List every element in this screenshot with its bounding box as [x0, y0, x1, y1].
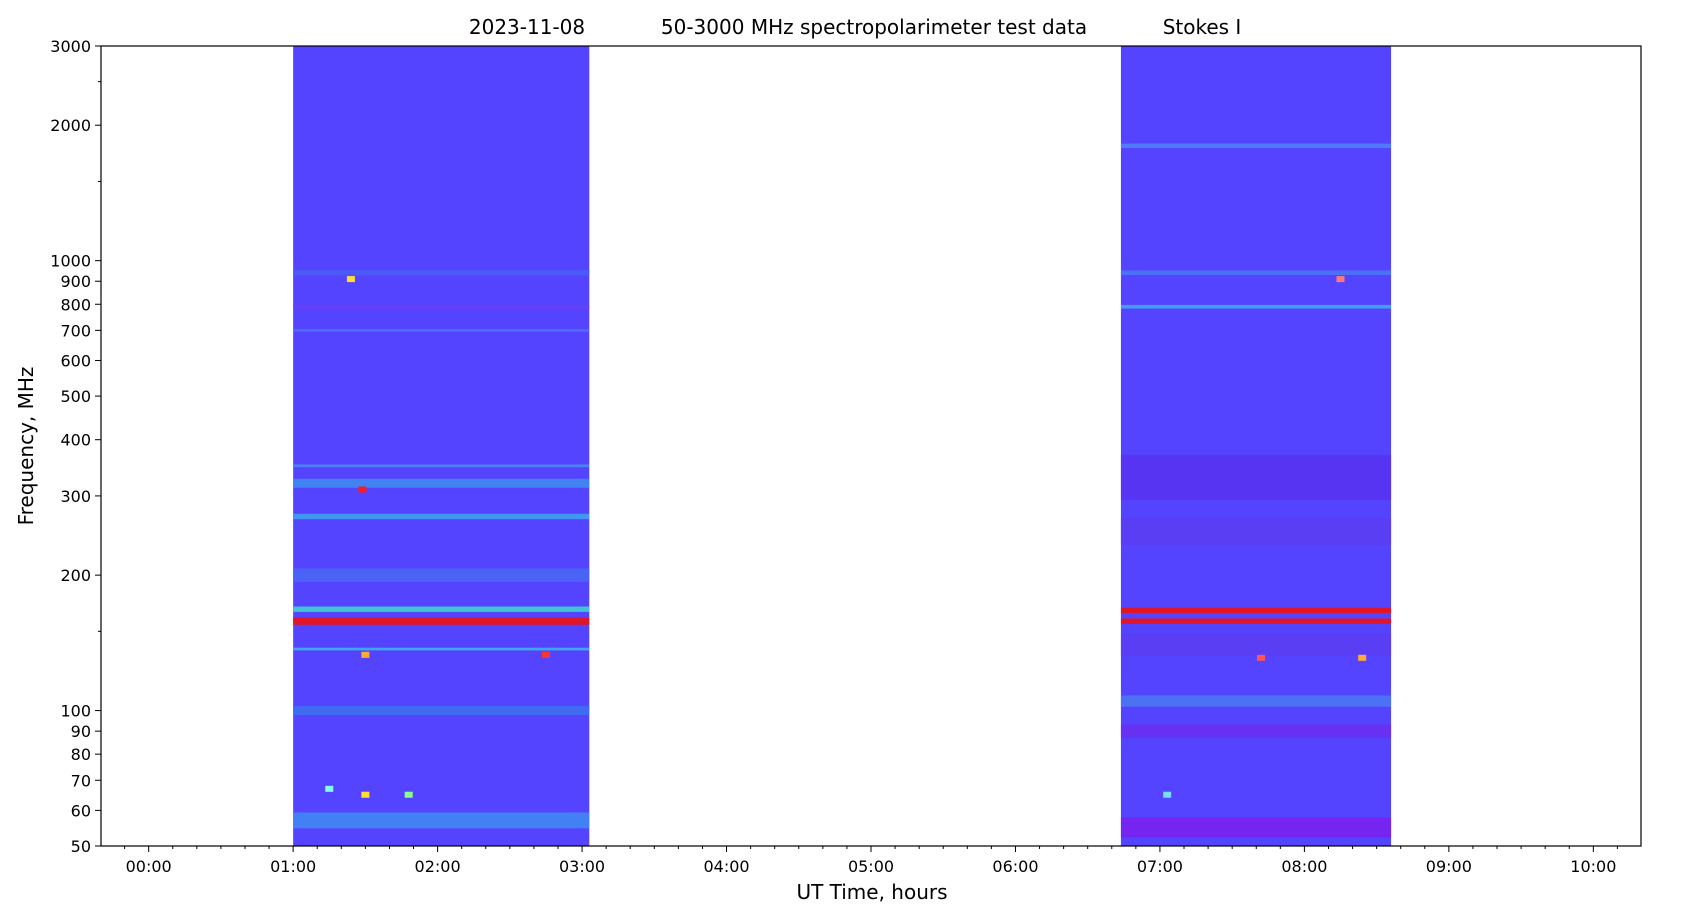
- signal-spot: [346, 276, 355, 283]
- frequency-band: [293, 706, 590, 716]
- signal-spot: [358, 486, 367, 493]
- frequency-band: [293, 270, 590, 276]
- signal-spot: [1358, 654, 1367, 661]
- frequency-band: [1120, 724, 1392, 738]
- frequency-band: [1120, 633, 1392, 657]
- frequency-band: [293, 606, 590, 612]
- y-tick-label: 2000: [50, 116, 91, 135]
- signal-spot: [1257, 654, 1266, 661]
- chart-title: 2023-11-08 50-3000 MHz spectropolarimete…: [469, 15, 1241, 39]
- x-tick-label: 10:00: [1570, 857, 1616, 876]
- x-tick-label: 02:00: [415, 857, 461, 876]
- frequency-band: [293, 304, 590, 309]
- signal-spot: [1163, 791, 1172, 798]
- frequency-band: [1120, 304, 1392, 309]
- y-tick-label: 3000: [50, 37, 91, 56]
- frequency-band: [293, 617, 590, 625]
- frequency-band: [1120, 518, 1392, 546]
- y-tick-label: 900: [60, 272, 91, 291]
- x-tick-label: 03:00: [559, 857, 605, 876]
- x-axis: 00:00 01:00 02:00 03:00 04:00 05:00 06:00 07:00…: [124, 846, 1618, 876]
- y-tick-label: 1000: [50, 252, 91, 271]
- x-tick-label: 07:00: [1137, 857, 1183, 876]
- y-tick-label: 500: [60, 387, 91, 406]
- frequency-band: [1120, 618, 1392, 624]
- frequency-band: [1120, 607, 1392, 614]
- signal-spot: [361, 791, 370, 798]
- y-tick-label: 700: [60, 321, 91, 340]
- x-tick-label: 05:00: [848, 857, 894, 876]
- y-tick-label: 100: [60, 702, 91, 721]
- title-main: 50-3000 MHz spectropolarimeter test data: [661, 15, 1087, 39]
- frequency-band: [293, 478, 590, 488]
- y-axis-label: Frequency, MHz: [14, 367, 38, 526]
- signal-spot: [1336, 276, 1345, 283]
- frequency-band: [1120, 454, 1392, 500]
- frequency-band: [1120, 695, 1392, 707]
- heatmap-area: [293, 46, 1392, 846]
- signal-spot: [541, 651, 550, 658]
- y-tick-label: 800: [60, 295, 91, 314]
- frequency-band: [293, 647, 590, 651]
- y-tick-label: 300: [60, 487, 91, 506]
- frequency-band: [1120, 270, 1392, 275]
- x-tick-label: 00:00: [126, 857, 172, 876]
- frequency-band: [293, 812, 590, 829]
- x-tick-label: 08:00: [1281, 857, 1327, 876]
- x-tick-label: 04:00: [703, 857, 749, 876]
- x-tick-label: 01:00: [270, 857, 316, 876]
- y-tick-label: 400: [60, 431, 91, 450]
- x-tick-label: 06:00: [992, 857, 1038, 876]
- observation-block: [293, 46, 590, 846]
- signal-spot: [361, 651, 370, 658]
- y-tick-label: 600: [60, 351, 91, 370]
- frequency-band: [293, 513, 590, 520]
- frequency-band: [293, 568, 590, 582]
- y-tick-label: 90: [71, 722, 91, 741]
- signal-spot: [325, 785, 334, 792]
- y-tick-label: 50: [71, 837, 91, 856]
- y-tick-label: 80: [71, 745, 91, 764]
- frequency-band: [1120, 143, 1392, 149]
- observation-block: [1120, 46, 1392, 846]
- frequency-band: [293, 464, 590, 468]
- frequency-band: [1120, 817, 1392, 838]
- frequency-band: [293, 329, 590, 332]
- title-stokes: Stokes I: [1163, 15, 1242, 39]
- y-tick-label: 60: [71, 801, 91, 820]
- title-date: 2023-11-08: [469, 15, 585, 39]
- x-tick-label: 09:00: [1426, 857, 1472, 876]
- signal-spot: [404, 791, 413, 798]
- x-axis-label: UT Time, hours: [796, 880, 947, 904]
- y-tick-label: 70: [71, 771, 91, 790]
- y-tick-label: 200: [60, 566, 91, 585]
